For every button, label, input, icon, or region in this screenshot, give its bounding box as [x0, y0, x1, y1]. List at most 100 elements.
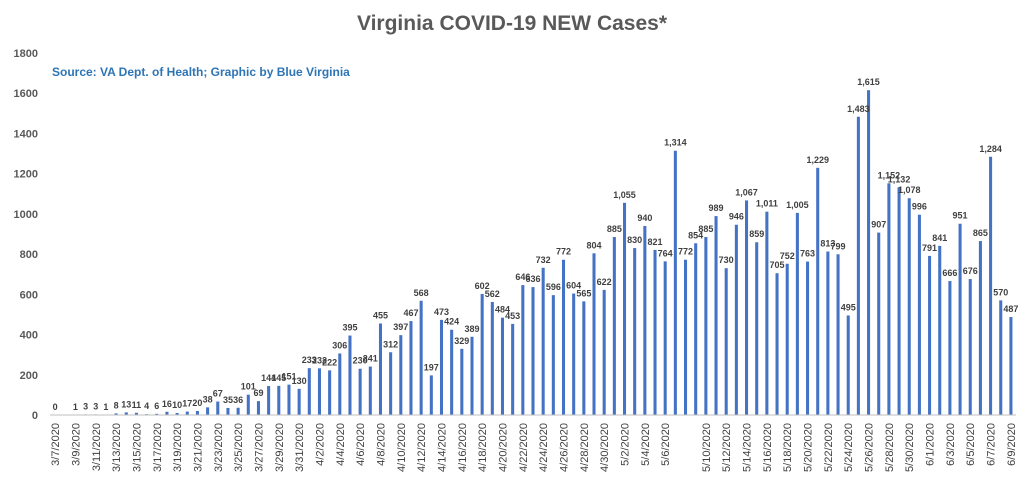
bar — [582, 301, 586, 415]
bar — [806, 261, 810, 415]
bar — [846, 315, 850, 415]
bar — [684, 259, 688, 415]
data-label: 467 — [403, 308, 418, 318]
x-tick-label: 3/17/2020 — [152, 423, 164, 472]
bar — [429, 375, 433, 415]
bar — [358, 368, 362, 415]
data-label: 453 — [505, 311, 520, 321]
bar — [134, 412, 138, 415]
data-label: 1,078 — [898, 185, 921, 195]
x-tick-label: 5/28/2020 — [884, 423, 896, 472]
bar — [561, 259, 566, 415]
x-tick-label: 4/24/2020 — [538, 423, 550, 472]
data-label: 151 — [281, 372, 296, 382]
x-tick-label: 4/14/2020 — [436, 423, 448, 472]
bar — [216, 401, 220, 415]
x-tick-label: 6/7/2020 — [986, 423, 998, 466]
data-label: 821 — [648, 237, 663, 247]
bar — [114, 413, 118, 415]
bar — [795, 212, 799, 415]
bar — [928, 255, 932, 415]
data-label: 763 — [800, 249, 815, 259]
data-label: 4 — [144, 401, 149, 411]
bar — [989, 156, 993, 416]
bar — [500, 317, 505, 415]
x-tick-label: 4/22/2020 — [518, 423, 530, 472]
bar — [785, 263, 789, 415]
bar — [978, 241, 982, 415]
bar — [765, 211, 769, 415]
data-label: 329 — [454, 336, 469, 346]
bar — [378, 323, 382, 415]
data-label: 946 — [729, 212, 744, 222]
bar — [511, 323, 515, 415]
bar — [938, 245, 942, 415]
data-label: 1,229 — [806, 155, 829, 165]
x-tick-label: 4/20/2020 — [497, 423, 509, 472]
bar — [328, 370, 332, 415]
bar — [612, 237, 616, 415]
x-tick-label: 4/26/2020 — [559, 423, 571, 472]
x-tick-label: 3/21/2020 — [192, 423, 204, 472]
x-tick-label: 5/12/2020 — [721, 423, 733, 472]
bar — [287, 384, 291, 415]
bar — [155, 413, 159, 415]
data-label: 705 — [770, 260, 785, 270]
data-label: 145 — [271, 373, 286, 383]
data-label: 940 — [637, 213, 652, 223]
data-label: 830 — [627, 235, 642, 245]
y-tick-label: 200 — [20, 370, 38, 382]
data-label: 636 — [525, 274, 540, 284]
chart-subtitle: Source: VA Dept. of Health; Graphic by B… — [52, 65, 350, 79]
bar — [572, 293, 576, 415]
x-axis: 3/7/2020 3/9/2020 3/11/2020 3/13/2020 3/15/2… — [50, 414, 1018, 472]
x-tick-label: 4/2/2020 — [314, 423, 326, 466]
data-label: 487 — [1003, 304, 1018, 314]
bar — [277, 385, 281, 415]
x-tick-label: 4/28/2020 — [579, 423, 591, 472]
data-label: 306 — [332, 340, 347, 350]
x-tick-label: 5/26/2020 — [864, 423, 876, 472]
bar — [206, 407, 210, 415]
data-label: 622 — [597, 277, 612, 287]
bar — [267, 386, 271, 415]
bar — [551, 295, 555, 415]
data-label: 865 — [973, 228, 988, 238]
x-tick-label: 6/5/2020 — [965, 423, 977, 466]
bar — [755, 242, 759, 415]
x-tick-label: 4/6/2020 — [355, 423, 367, 466]
data-label: 11 — [132, 400, 142, 410]
y-tick-label: 0 — [32, 410, 38, 422]
bar — [480, 293, 484, 415]
x-tick-label: 5/20/2020 — [803, 423, 815, 472]
data-label: 69 — [253, 388, 263, 398]
data-label: 813 — [820, 238, 835, 248]
data-label: 222 — [322, 357, 337, 367]
data-label: 646 — [515, 272, 530, 282]
bar — [999, 300, 1003, 415]
bar — [1009, 317, 1013, 415]
x-tick-label: 3/23/2020 — [213, 423, 225, 472]
bar — [836, 254, 840, 415]
data-label: 20 — [192, 398, 202, 408]
data-label: 230 — [353, 356, 368, 366]
bar — [653, 249, 657, 415]
data-label: 676 — [963, 266, 978, 276]
data-label: 859 — [749, 229, 764, 239]
data-label: 602 — [475, 281, 490, 291]
data-label: 1,055 — [613, 190, 636, 200]
x-tick-label: 6/1/2020 — [925, 423, 937, 466]
data-label: 484 — [495, 305, 510, 315]
data-label: 791 — [922, 243, 937, 253]
x-tick-label: 3/13/2020 — [111, 423, 123, 472]
data-label: 312 — [383, 339, 398, 349]
data-label: 455 — [373, 310, 388, 320]
x-tick-label: 5/24/2020 — [843, 423, 855, 472]
y-tick-label: 1800 — [14, 48, 38, 60]
data-label: 772 — [556, 247, 571, 257]
data-label: 570 — [993, 287, 1008, 297]
data-label: 666 — [942, 268, 957, 278]
data-label: 67 — [213, 389, 223, 399]
